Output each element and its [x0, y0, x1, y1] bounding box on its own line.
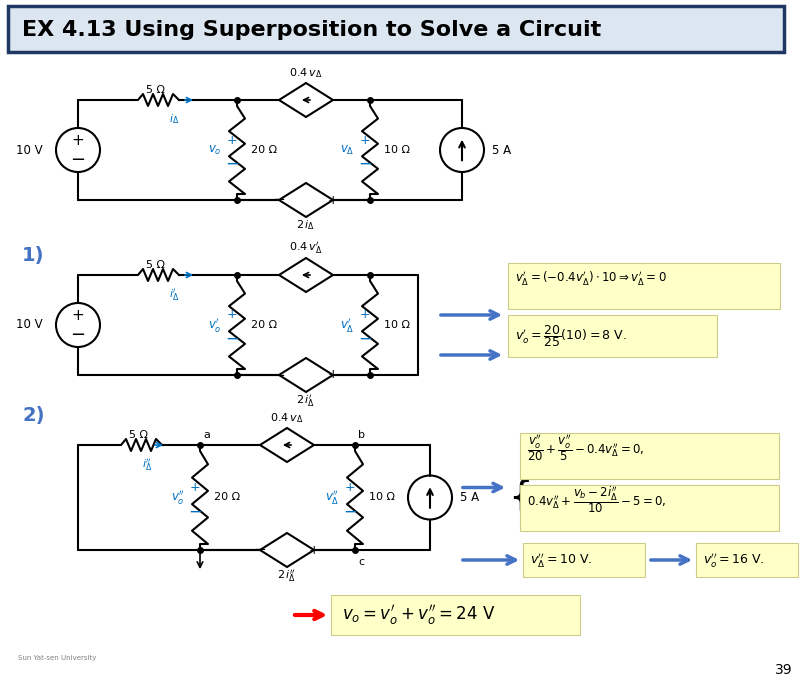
Text: $0.4\,v_\Delta$: $0.4\,v_\Delta$	[289, 66, 322, 80]
Text: EX 4.13 Using Superposition to Solve a Circuit: EX 4.13 Using Superposition to Solve a C…	[22, 20, 601, 40]
FancyBboxPatch shape	[520, 485, 779, 531]
FancyBboxPatch shape	[508, 263, 780, 309]
Text: $2\,i_\Delta$: $2\,i_\Delta$	[297, 218, 316, 232]
Text: 2): 2)	[22, 405, 44, 424]
Text: +: +	[227, 133, 238, 146]
Text: $v_o''$: $v_o''$	[171, 488, 185, 507]
Text: $2\,i_\Delta'$: $2\,i_\Delta'$	[297, 393, 316, 409]
Text: −: −	[70, 326, 86, 344]
Text: −: −	[272, 368, 285, 383]
Text: $v_\Delta''$: $v_\Delta''$	[326, 488, 340, 507]
Text: a: a	[203, 430, 210, 440]
Polygon shape	[279, 83, 333, 117]
Text: −: −	[358, 330, 372, 348]
Text: 10 Ω: 10 Ω	[369, 492, 395, 503]
FancyBboxPatch shape	[8, 6, 784, 52]
Text: $v_\Delta' = (-0.4v_\Delta')\cdot 10 \Rightarrow v_\Delta' = 0$: $v_\Delta' = (-0.4v_\Delta')\cdot 10 \Ri…	[515, 269, 667, 287]
Text: +: +	[360, 133, 370, 146]
Text: 5 Ω: 5 Ω	[146, 260, 165, 270]
Text: $v_\Delta'$: $v_\Delta'$	[340, 316, 355, 334]
FancyBboxPatch shape	[523, 543, 645, 577]
Text: 10 Ω: 10 Ω	[384, 320, 410, 330]
Text: $i_\Delta'$: $i_\Delta'$	[169, 287, 179, 303]
Text: $\dfrac{v_o''}{20} + \dfrac{v_o''}{5} - 0.4v_\Delta'' = 0,$: $\dfrac{v_o''}{20} + \dfrac{v_o''}{5} - …	[527, 432, 644, 463]
Text: c: c	[358, 557, 364, 567]
Polygon shape	[279, 183, 333, 217]
Text: $0.4\,v_\Delta'$: $0.4\,v_\Delta'$	[289, 240, 322, 256]
Polygon shape	[260, 533, 314, 567]
Text: $0.4v_\Delta'' + \dfrac{v_b - 2i_\Delta''}{10} - 5 = 0,$: $0.4v_\Delta'' + \dfrac{v_b - 2i_\Delta'…	[527, 485, 667, 516]
Text: 10 V: 10 V	[16, 319, 43, 332]
Text: $0.4\,v_\Delta$: $0.4\,v_\Delta$	[271, 411, 304, 425]
Text: +: +	[328, 368, 339, 381]
Text: 20 Ω: 20 Ω	[251, 320, 277, 330]
Text: $v_o'$: $v_o'$	[208, 316, 222, 334]
Text: 10 V: 10 V	[16, 144, 43, 157]
Text: 20 Ω: 20 Ω	[251, 145, 277, 155]
Text: +: +	[227, 308, 238, 321]
Text: 39: 39	[776, 663, 793, 677]
Text: +: +	[328, 193, 339, 206]
Polygon shape	[260, 428, 314, 462]
Text: $v_o'' = 16\ \mathrm{V.}$: $v_o'' = 16\ \mathrm{V.}$	[703, 551, 764, 569]
Text: $v_\Delta$: $v_\Delta$	[340, 144, 355, 157]
Text: +: +	[345, 481, 356, 494]
FancyBboxPatch shape	[696, 543, 798, 577]
Text: $v_o$: $v_o$	[208, 144, 222, 157]
Text: 1): 1)	[22, 245, 44, 264]
Text: +: +	[72, 308, 84, 323]
Text: {: {	[508, 479, 532, 516]
Text: +: +	[190, 481, 200, 494]
Text: +: +	[72, 133, 84, 148]
Text: 5 Ω: 5 Ω	[129, 430, 148, 440]
Text: $i_\Delta''$: $i_\Delta''$	[142, 457, 152, 473]
Text: −: −	[343, 503, 357, 520]
Text: 5 A: 5 A	[460, 491, 479, 504]
Text: 10 Ω: 10 Ω	[384, 145, 410, 155]
Text: 20 Ω: 20 Ω	[214, 492, 240, 503]
Polygon shape	[279, 258, 333, 292]
Text: +: +	[309, 543, 319, 556]
FancyBboxPatch shape	[331, 595, 580, 635]
Text: −: −	[254, 543, 267, 558]
Text: 5 A: 5 A	[492, 144, 511, 157]
Text: $i_\Delta$: $i_\Delta$	[169, 112, 179, 126]
Text: b: b	[358, 430, 365, 440]
Text: −: −	[225, 330, 239, 348]
Text: −: −	[272, 193, 285, 208]
Text: −: −	[358, 155, 372, 173]
Text: Sun Yat-sen University: Sun Yat-sen University	[18, 655, 96, 661]
Text: $v_\Delta'' = 10\ \mathrm{V.}$: $v_\Delta'' = 10\ \mathrm{V.}$	[530, 551, 592, 569]
Text: −: −	[188, 503, 202, 520]
Text: −: −	[225, 155, 239, 173]
Text: $2\,i_\Delta''$: $2\,i_\Delta''$	[277, 568, 297, 584]
Text: $v_o' = \dfrac{20}{25}(10) = 8\ \mathrm{V}.$: $v_o' = \dfrac{20}{25}(10) = 8\ \mathrm{…	[515, 323, 627, 349]
Text: 5 Ω: 5 Ω	[146, 85, 165, 95]
Polygon shape	[279, 358, 333, 392]
Text: −: −	[70, 151, 86, 169]
Text: $v_o = v_o' + v_o'' = 24\ \mathrm{V}$: $v_o = v_o' + v_o'' = 24\ \mathrm{V}$	[342, 603, 495, 627]
Text: +: +	[360, 308, 370, 321]
FancyBboxPatch shape	[520, 433, 779, 479]
FancyBboxPatch shape	[508, 315, 717, 357]
